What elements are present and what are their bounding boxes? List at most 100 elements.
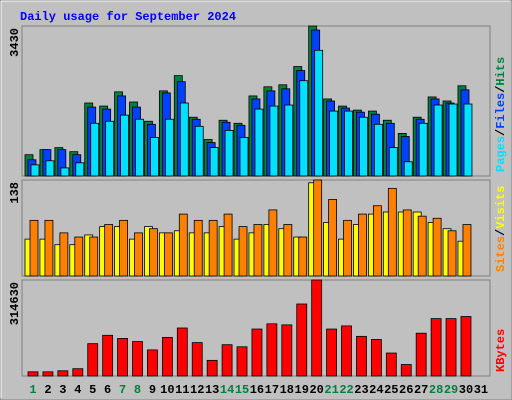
legend: Sites/Visits bbox=[494, 186, 508, 272]
bar bbox=[209, 147, 219, 177]
x-tick-label: 22 bbox=[339, 383, 353, 397]
bar bbox=[445, 318, 457, 377]
bar bbox=[239, 137, 249, 177]
bar bbox=[149, 228, 158, 277]
bar bbox=[358, 213, 367, 277]
bar bbox=[119, 219, 128, 277]
bar bbox=[236, 346, 248, 377]
bar bbox=[385, 352, 397, 377]
bar bbox=[178, 213, 188, 277]
x-tick-label: 28 bbox=[429, 383, 443, 397]
bar bbox=[87, 343, 99, 377]
bar bbox=[359, 116, 368, 177]
x-tick-label: 25 bbox=[384, 383, 398, 397]
x-tick-label: 20 bbox=[309, 383, 323, 397]
bar bbox=[117, 338, 128, 377]
bar bbox=[266, 323, 278, 377]
x-tick-label: 5 bbox=[89, 383, 96, 397]
x-tick-label: 14 bbox=[220, 383, 234, 397]
bar bbox=[42, 371, 54, 377]
x-tick-label: 11 bbox=[175, 383, 189, 397]
bar bbox=[44, 219, 54, 277]
bar bbox=[298, 236, 308, 277]
bar bbox=[269, 105, 279, 177]
bar bbox=[150, 137, 159, 177]
bar bbox=[254, 108, 264, 177]
bar bbox=[418, 122, 428, 177]
x-tick-label: 15 bbox=[235, 383, 249, 397]
x-tick-label: 16 bbox=[250, 383, 264, 397]
x-tick-label: 27 bbox=[414, 383, 428, 397]
bar bbox=[105, 120, 115, 177]
x-tick-label: 17 bbox=[265, 383, 279, 397]
bar bbox=[193, 219, 203, 277]
bar bbox=[132, 341, 143, 377]
bar bbox=[328, 199, 338, 277]
bar bbox=[147, 349, 158, 377]
bar bbox=[30, 164, 40, 177]
chart-title: Daily usage for September 2024 bbox=[20, 10, 236, 24]
bar bbox=[329, 110, 339, 177]
bar bbox=[403, 161, 413, 177]
bar bbox=[326, 328, 338, 377]
x-tick-label: 12 bbox=[190, 383, 204, 397]
bar bbox=[296, 303, 308, 377]
legend-entry: Hits bbox=[494, 57, 508, 86]
x-tick-label: 6 bbox=[104, 383, 111, 397]
bar bbox=[372, 205, 382, 277]
bar bbox=[45, 160, 55, 177]
y-tick-label: 314630 bbox=[8, 282, 22, 325]
bar bbox=[417, 215, 427, 277]
bar bbox=[448, 103, 458, 177]
bar bbox=[134, 232, 143, 277]
legend-separator: / bbox=[494, 229, 508, 236]
legend-separator: / bbox=[494, 86, 508, 93]
bar bbox=[341, 325, 352, 377]
bar bbox=[463, 103, 473, 177]
legend-separator: / bbox=[494, 129, 508, 136]
x-tick-label: 24 bbox=[369, 383, 383, 397]
bar bbox=[314, 49, 324, 177]
bar bbox=[59, 232, 69, 277]
bar bbox=[299, 80, 309, 177]
x-tick-label: 3 bbox=[59, 383, 66, 397]
bar bbox=[251, 328, 263, 377]
x-tick-label: 7 bbox=[119, 383, 126, 397]
legend-entry: Visits bbox=[494, 186, 508, 229]
x-tick-label: 26 bbox=[399, 383, 413, 397]
x-tick-label: 29 bbox=[444, 383, 458, 397]
x-tick-label: 18 bbox=[280, 383, 294, 397]
bar bbox=[284, 104, 294, 177]
bar bbox=[104, 224, 114, 277]
bar bbox=[430, 318, 442, 377]
y-tick-label: 3430 bbox=[8, 28, 22, 57]
legend: Pages/Files/Hits bbox=[494, 57, 508, 172]
bar bbox=[370, 339, 382, 377]
bar bbox=[135, 118, 144, 177]
bar bbox=[356, 335, 367, 377]
bar bbox=[223, 213, 233, 277]
x-tick-label: 1 bbox=[29, 383, 36, 397]
bar bbox=[179, 102, 189, 177]
bar bbox=[460, 316, 472, 377]
bar bbox=[283, 224, 293, 277]
bar bbox=[343, 219, 352, 277]
bar bbox=[102, 334, 114, 377]
bar bbox=[206, 359, 218, 377]
legend-entry: KBytes bbox=[494, 329, 508, 372]
x-tick-label: 2 bbox=[44, 383, 51, 397]
bar bbox=[176, 327, 188, 377]
bar bbox=[268, 209, 278, 277]
bar bbox=[415, 332, 427, 377]
legend-entry: Files bbox=[494, 93, 508, 129]
bar bbox=[60, 167, 70, 177]
bar bbox=[388, 147, 398, 177]
x-tick-label: 13 bbox=[205, 383, 219, 397]
x-tick-label: 9 bbox=[149, 383, 156, 397]
legend: KBytes bbox=[494, 329, 508, 372]
x-tick-label: 31 bbox=[474, 383, 488, 397]
bar bbox=[72, 368, 84, 377]
bar bbox=[161, 336, 173, 377]
